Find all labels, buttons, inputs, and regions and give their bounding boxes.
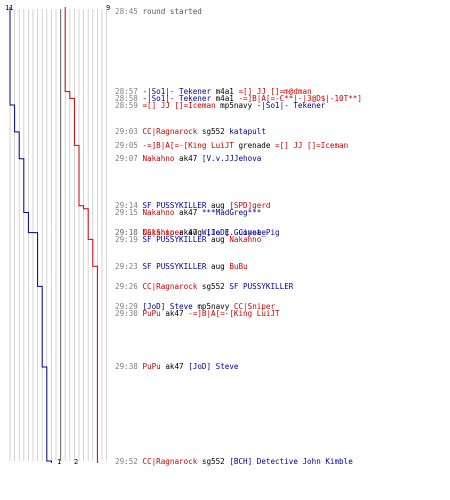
weapon-name: ak47 [165, 362, 184, 372]
event-text: round started [142, 6, 202, 16]
killer-name: CC|Ragnarock [142, 456, 198, 466]
kill-event-row: 29:38 PuPu ak47 [JoD] Steve [115, 362, 238, 371]
kill-event-row: 28:45 round started [115, 7, 202, 16]
kill-event-row: 28:59 =[] JJ []=Iceman mp5navy -|So1|- T… [115, 101, 325, 110]
killer-name: -=]B|A[=-[King LuiJT [142, 140, 234, 150]
event-time: 29:30 [115, 308, 138, 318]
weapon-name: m4a1 [215, 87, 234, 97]
victim-name: [SPD]gerd [229, 201, 271, 211]
kill-event-row: 29:29 [JoD] Steve mp5navy CC|Sniper [115, 302, 275, 311]
victim-name: Nakahno [229, 234, 262, 244]
weapon-name: mp5navy [197, 302, 230, 312]
event-time: 29:05 [115, 140, 138, 150]
red-team-alive-line [64, 7, 98, 463]
event-time: 28:58 [115, 93, 138, 103]
victim-name: -=]B|A[=-[King LuiJT [188, 308, 280, 318]
weapon-name: sg552 [201, 281, 225, 291]
victim-name: [V.v.JJJehova [201, 154, 262, 164]
event-time: 29:03 [115, 127, 138, 137]
kill-event-row: 28:58 -|So1|- Tekener m4a1 -=]B|A[=-C**|… [115, 94, 362, 103]
killer-name: SF PUSSYKILLER [142, 234, 207, 244]
killer-name: PuPu [142, 362, 161, 372]
kill-event-row: 29:30 PuPu ak47 -=]B|A[=-[King LuiJT [115, 309, 280, 318]
red-start-count: 9 [106, 4, 111, 12]
victim-name: CC|Sniper [233, 302, 276, 312]
event-time: 28:57 [115, 87, 138, 97]
weapon-name: m4a1 [215, 93, 234, 103]
victim-name: =[] JJ []=m@dman [238, 87, 312, 97]
blue-team-alive-line [9, 7, 52, 463]
event-time: 29:14 [115, 201, 138, 211]
killer-name: CC|Ragnarock [142, 127, 198, 137]
victim-name: ***MadGreg*** [201, 207, 262, 217]
event-time: 29:23 [115, 261, 138, 271]
killer-name: [JoD] Steve [142, 302, 193, 312]
kill-event-row: 29:07 Nakahno ak47 [V.v.JJJehova [115, 154, 261, 163]
kill-event-row: 29:19 SF PUSSYKILLER aug Nakahno [115, 235, 261, 244]
killer-name: CC|Sniper [142, 228, 184, 238]
kill-event-row: 29:05 -=]B|A[=-[King LuiJT grenade =[] J… [115, 141, 348, 150]
killer-name: SF PUSSYKILLER [142, 261, 207, 271]
weapon-name: ak47 [165, 308, 184, 318]
weapon-name: aug [211, 234, 225, 244]
weapon-name: aug [188, 228, 202, 238]
event-time: 29:18 [115, 228, 138, 238]
victim-name: -=]B|A[=-C**|-|3@D$|-10T**] [238, 93, 362, 103]
killer-name: CC|Ragnarock [142, 281, 198, 291]
weapon-name: ak47 [179, 207, 198, 217]
killer-name: -|So1|- Tekener [142, 87, 212, 97]
blue-start-count: 11 [5, 4, 14, 12]
killer-name: SF PUSSYKILLER [142, 201, 207, 211]
kill-event-row: 29:26 CC|Ragnarock sg552 SF PUSSYKILLER [115, 282, 293, 291]
weapon-name: sg552 [201, 127, 225, 137]
event-time: 29:07 [115, 154, 138, 164]
kill-event-row: 29:14 SF PUSSYKILLER aug [SPD]gerd [115, 201, 270, 210]
kill-event-row: 29:18 CC|Sniper aug [JoD] Guinea_Pig [115, 228, 280, 237]
victim-name: =[] JJ []=Iceman [275, 140, 349, 150]
victim-name: katapult [229, 127, 266, 137]
event-time: 28:59 [115, 100, 138, 110]
event-time: 29:18 [115, 228, 138, 238]
kill-event-row: 28:57 -|So1|- Tekener m4a1 =[] JJ []=m@d… [115, 87, 312, 96]
event-time: 29:15 [115, 207, 138, 217]
event-time: 28:45 [115, 6, 138, 16]
weapon-name: ak47 [179, 228, 198, 238]
victim-name: BuBu [229, 261, 248, 271]
kill-event-row: 29:03 CC|Ragnarock sg552 katapult [115, 127, 266, 136]
weapon-name: aug [211, 261, 225, 271]
killer-name: Nakahno [142, 207, 175, 217]
event-time: 29:29 [115, 302, 138, 312]
kill-event-row: 29:15 Nakahno ak47 ***MadGreg*** [115, 208, 261, 217]
victim-name: -|So1|- Tekener [256, 100, 326, 110]
victim-name: SF PUSSYKILLER [229, 281, 294, 291]
weapon-name: ak47 [179, 154, 198, 164]
victim-name: Wile E. Coyote [201, 228, 266, 238]
weapon-name: mp5navy [220, 100, 253, 110]
event-time: 29:26 [115, 281, 138, 291]
weapon-name: sg552 [201, 456, 225, 466]
kill-event-row: 29:23 SF PUSSYKILLER aug BuBu [115, 262, 248, 271]
killer-name: -|So1|- Tekener [142, 93, 212, 103]
red-end-count: 2 [74, 458, 79, 466]
weapon-name: grenade [238, 140, 271, 150]
event-time: 29:19 [115, 234, 138, 244]
killer-name: PuPu [142, 308, 161, 318]
kill-event-row: 29:18 Nakahno ak47 Wile E. Coyote [115, 228, 266, 237]
killer-name: Nakahno [142, 228, 175, 238]
event-time: 29:52 [115, 456, 138, 466]
kill-event-row: 29:52 CC|Ragnarock sg552 [BCH] Detective… [115, 457, 353, 466]
event-time: 29:38 [115, 362, 138, 372]
victim-name: [JoD] Guinea_Pig [206, 228, 280, 238]
blue-end-count: 1 [57, 458, 62, 466]
weapon-name: aug [211, 201, 225, 211]
killer-name: =[] JJ []=Iceman [142, 100, 216, 110]
killer-name: Nakahno [142, 154, 175, 164]
victim-name: [JoD] Steve [188, 362, 239, 372]
victim-name: [BCH] Detective John Kimble [229, 456, 353, 466]
